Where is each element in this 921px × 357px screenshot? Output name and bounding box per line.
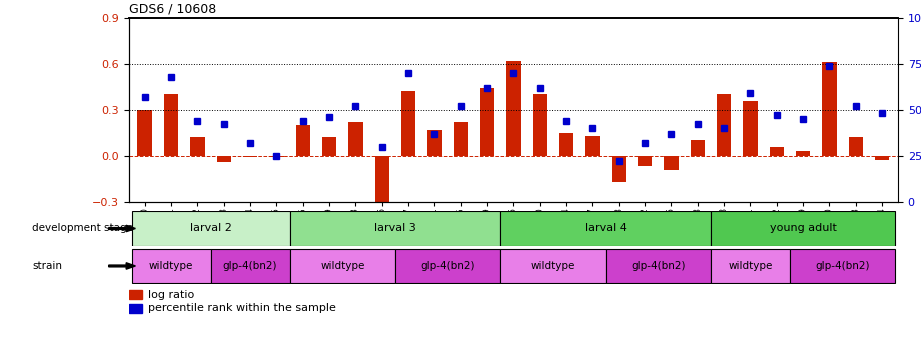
Bar bbox=[129, 290, 142, 299]
Text: glp-4(bn2): glp-4(bn2) bbox=[223, 261, 277, 271]
Bar bbox=[717, 95, 731, 156]
Bar bbox=[500, 211, 711, 246]
Text: GDS6 / 10608: GDS6 / 10608 bbox=[129, 2, 216, 15]
Bar bbox=[216, 156, 231, 162]
Text: larval 4: larval 4 bbox=[585, 223, 626, 233]
Bar bbox=[296, 125, 310, 156]
Bar bbox=[401, 91, 415, 156]
Bar bbox=[395, 249, 500, 283]
Bar bbox=[137, 110, 152, 156]
Bar bbox=[790, 249, 895, 283]
Bar bbox=[532, 95, 547, 156]
Text: wildtype: wildtype bbox=[530, 261, 575, 271]
Bar bbox=[211, 249, 289, 283]
Text: glp-4(bn2): glp-4(bn2) bbox=[815, 261, 870, 271]
Bar bbox=[711, 211, 895, 246]
Bar bbox=[190, 137, 204, 156]
Bar bbox=[691, 140, 705, 156]
Bar bbox=[507, 61, 520, 156]
Text: larval 2: larval 2 bbox=[190, 223, 231, 233]
Text: development stage: development stage bbox=[32, 223, 134, 233]
Text: larval 3: larval 3 bbox=[374, 223, 415, 233]
Bar bbox=[129, 304, 142, 313]
Bar bbox=[743, 101, 758, 156]
Text: wildtype: wildtype bbox=[149, 261, 193, 271]
Bar bbox=[132, 211, 289, 246]
Bar bbox=[664, 156, 679, 170]
Bar bbox=[164, 95, 179, 156]
Bar bbox=[321, 137, 336, 156]
Text: glp-4(bn2): glp-4(bn2) bbox=[631, 261, 685, 271]
Bar bbox=[243, 156, 257, 157]
Bar bbox=[269, 156, 284, 157]
Text: glp-4(bn2): glp-4(bn2) bbox=[420, 261, 475, 271]
Text: percentile rank within the sample: percentile rank within the sample bbox=[148, 303, 336, 313]
Text: young adult: young adult bbox=[770, 223, 836, 233]
Bar bbox=[770, 147, 784, 156]
Bar bbox=[848, 137, 863, 156]
Bar bbox=[638, 156, 652, 166]
Bar bbox=[559, 133, 574, 156]
Bar bbox=[612, 156, 626, 182]
Bar bbox=[606, 249, 711, 283]
Bar bbox=[453, 122, 468, 156]
Bar bbox=[427, 130, 442, 156]
Text: wildtype: wildtype bbox=[729, 261, 773, 271]
Bar bbox=[348, 122, 363, 156]
Bar bbox=[585, 136, 600, 156]
Bar bbox=[375, 156, 389, 205]
Text: wildtype: wildtype bbox=[321, 261, 365, 271]
Bar bbox=[796, 151, 810, 156]
Bar bbox=[500, 249, 606, 283]
Bar bbox=[822, 62, 837, 156]
Bar bbox=[289, 249, 395, 283]
Bar bbox=[875, 156, 890, 160]
Text: log ratio: log ratio bbox=[148, 290, 194, 300]
Bar bbox=[480, 88, 495, 156]
Bar bbox=[132, 249, 211, 283]
Bar bbox=[289, 211, 500, 246]
Text: strain: strain bbox=[32, 261, 63, 271]
Bar bbox=[711, 249, 790, 283]
